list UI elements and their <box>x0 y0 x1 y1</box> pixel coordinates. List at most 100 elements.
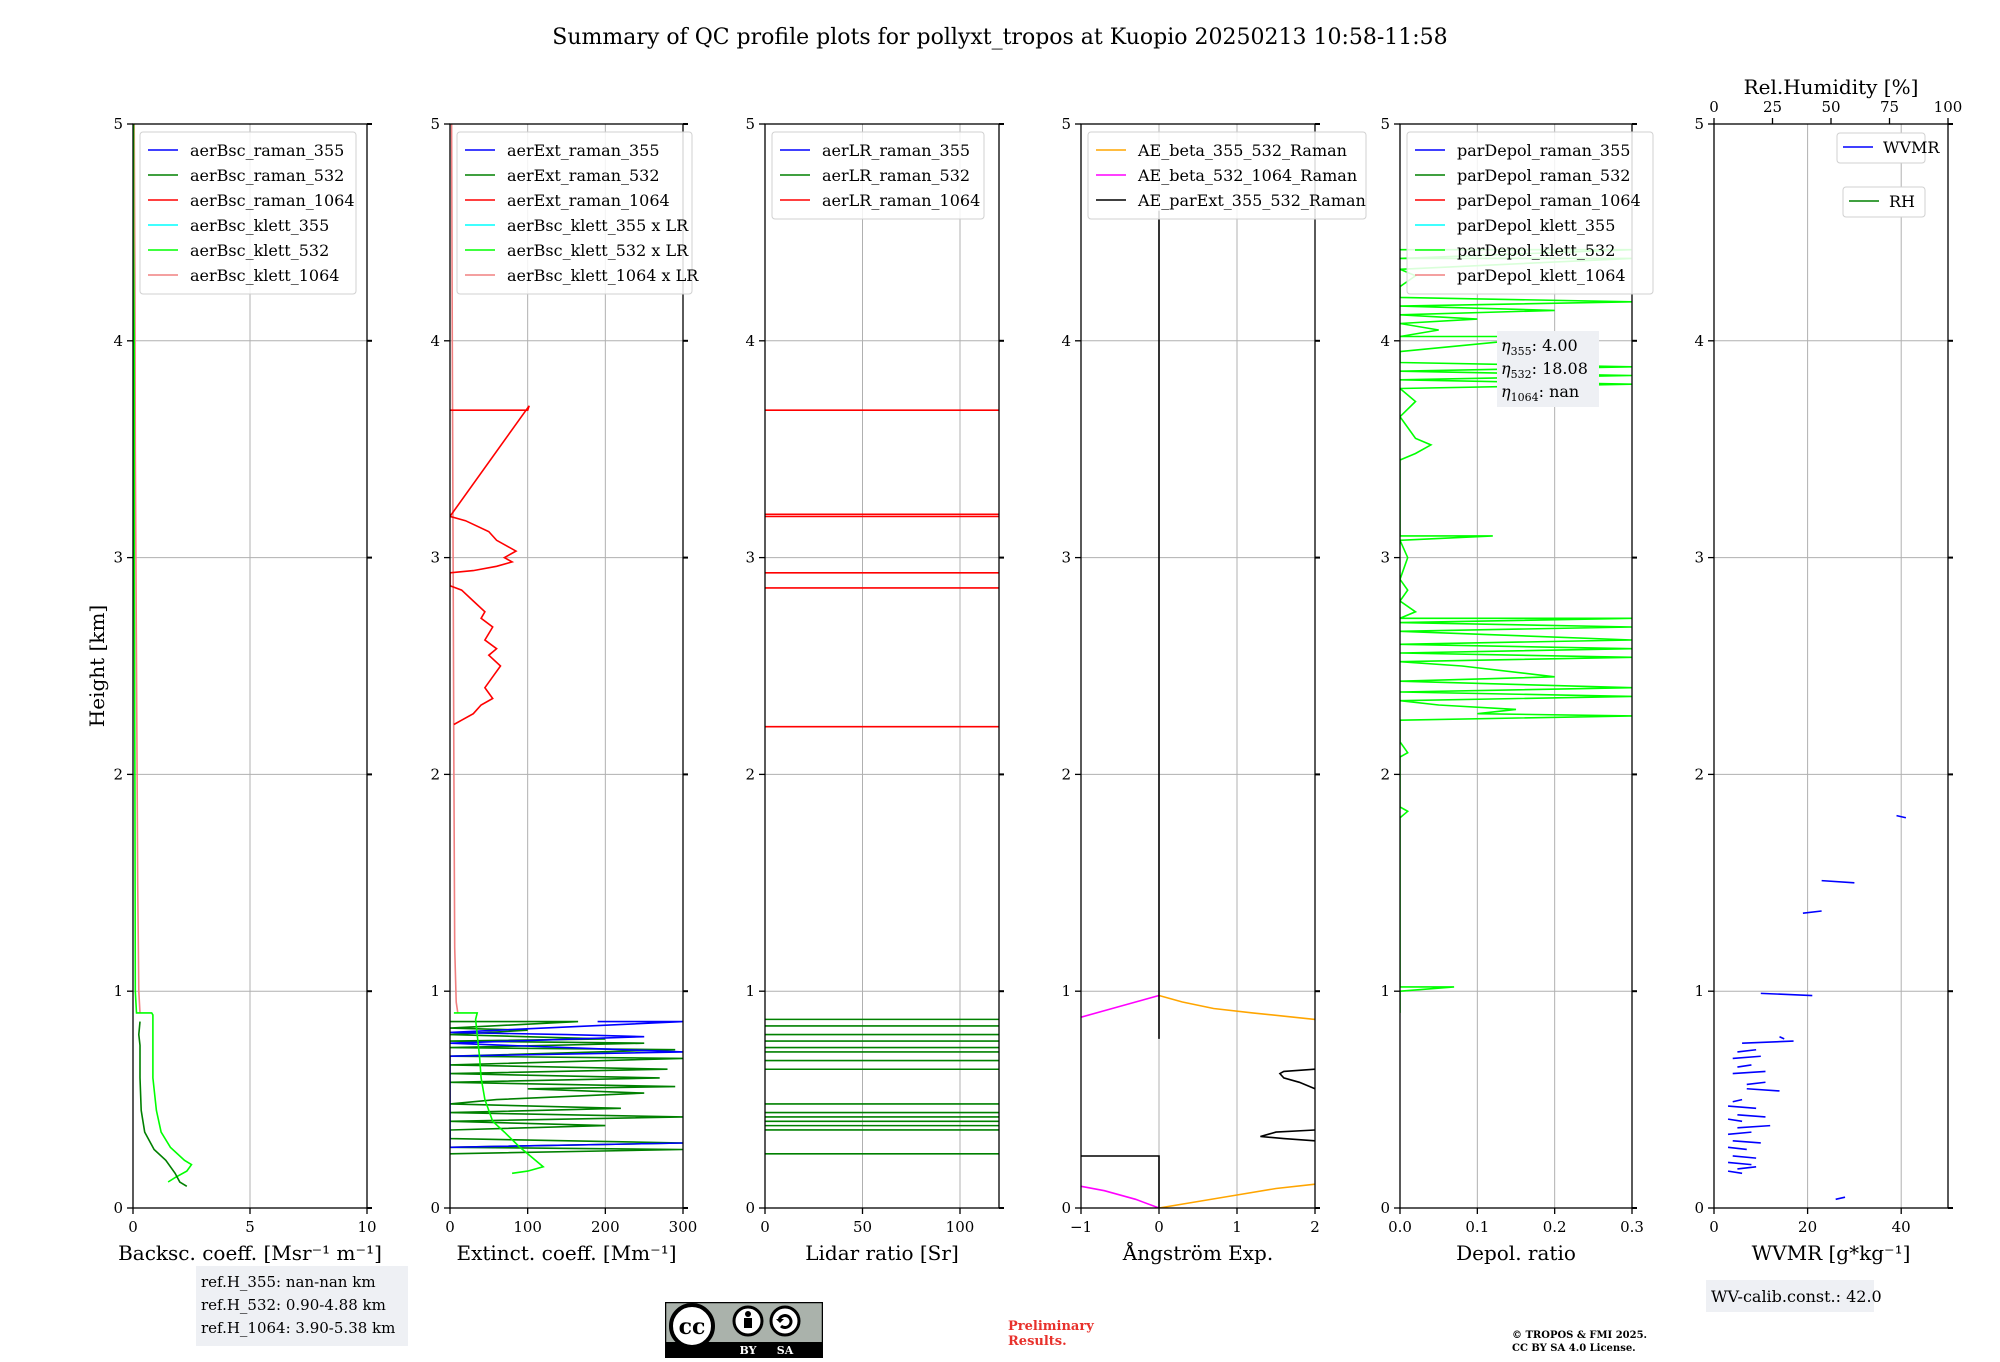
series-AE_beta_532_1064_Raman <box>1081 994 1160 1018</box>
x-tick-label: 50 <box>853 1218 872 1236</box>
legend-label: aerLR_raman_355 <box>822 141 970 160</box>
y-tick-label: 4 <box>1380 332 1390 350</box>
legend: aerLR_raman_355 aerLR_raman_532 aerLR_rama… <box>771 131 985 220</box>
y-axis-label: Height [km] <box>85 605 109 727</box>
series-WVMR <box>1821 879 1855 884</box>
legend-label: aerBsc_raman_532 <box>190 166 344 185</box>
cc-icon-text: cc <box>679 1314 706 1340</box>
legend-label: aerBsc_klett_1064 x LR <box>507 266 699 285</box>
axes-frame <box>764 123 1000 1209</box>
data-layer <box>133 124 193 1187</box>
x-tick-label: 200 <box>591 1218 620 1236</box>
y-tick-label: 5 <box>113 115 123 133</box>
x-tick-label: 2 <box>1310 1218 1320 1236</box>
y-tick-label: 1 <box>430 982 440 1000</box>
y-tick-label: 1 <box>1061 982 1071 1000</box>
panel-bsc: 0 5 10 0 1 2 3 4 5 Backsc. coeff. [Msr⁻¹ m⁻¹] aerB… <box>113 115 381 1265</box>
legend: AE_beta_355_532_Raman AE_beta_532_1064_Ra… <box>1087 131 1367 220</box>
legend-label: parDepol_klett_1064 <box>1457 266 1626 285</box>
series-parDepol_klett_532 <box>1400 248 1632 1013</box>
preliminary-label-2: Results. <box>1008 1334 1067 1349</box>
panel-lr: 0 50 100 0 1 2 3 4 5 Lidar ratio [Sr] aerLR_raman_… <box>745 115 1004 1265</box>
series-WVMR <box>1732 1055 1761 1060</box>
top-x-tick-label: 50 <box>1821 98 1840 116</box>
eta-line: η1064: nan <box>1501 382 1579 404</box>
x-tick-label: 300 <box>669 1218 698 1236</box>
share-alike-icon <box>769 1305 801 1337</box>
series-aerBsc_klett_1064 <box>133 124 141 1013</box>
legend-label: parDepol_raman_355 <box>1457 141 1630 160</box>
legend-label: AE_beta_532_1064_Raman <box>1137 166 1357 185</box>
top-x-tick-label: 75 <box>1880 98 1899 116</box>
y-tick-label: 3 <box>745 549 755 567</box>
legend-label: aerLR_raman_532 <box>822 166 970 185</box>
y-tick-label: 3 <box>113 549 123 567</box>
legend-label: aerBsc_raman_355 <box>190 141 344 160</box>
data-layer <box>1081 210 1315 1208</box>
y-tick-label: 2 <box>745 765 755 783</box>
series-AE_beta_355_532_Raman <box>1158 1183 1315 1208</box>
legend-box <box>456 131 693 295</box>
y-tick-label: 1 <box>113 982 123 1000</box>
legend: aerExt_raman_355 aerExt_raman_532 aerExt_r… <box>456 131 699 295</box>
legend-label: WVMR <box>1883 138 1940 157</box>
x-tick-label: 0.2 <box>1543 1218 1567 1236</box>
x-tick-label: 0 <box>445 1218 455 1236</box>
wv-calib-text: WV-calib.const.: 42.0 <box>1711 1287 1882 1306</box>
series-WVMR <box>1732 1070 1766 1075</box>
x-tick-label: 100 <box>513 1218 542 1236</box>
top-x-tick-label: 0 <box>1709 98 1719 116</box>
series-AE_beta_532_1064_Raman <box>1081 1185 1160 1208</box>
x-tick-label: 10 <box>357 1218 376 1236</box>
x-tick-label: 1 <box>1232 1218 1242 1236</box>
series-WVMR <box>1727 1146 1747 1151</box>
cc-icon <box>669 1303 715 1349</box>
series-WVMR <box>1746 1087 1780 1092</box>
series-WVMR <box>1737 1124 1771 1129</box>
y-tick-label: 0 <box>1694 1199 1704 1217</box>
legend-box <box>1087 131 1367 220</box>
eta-line: η532: 18.08 <box>1501 359 1588 381</box>
data-layer <box>450 124 683 1175</box>
y-tick-label: 4 <box>1694 332 1704 350</box>
x-tick-label: 0 <box>1709 1218 1719 1236</box>
series-WVMR <box>1727 1118 1743 1123</box>
legend-box <box>771 131 985 220</box>
legend-box <box>1406 131 1654 295</box>
license-line: CC BY SA 4.0 License. <box>1512 1343 1636 1354</box>
axes-frame <box>1713 123 1949 1209</box>
wv-calib-bg <box>1706 1280 1874 1312</box>
y-tick-label: 5 <box>1380 115 1390 133</box>
series-WVMR <box>1779 1036 1785 1040</box>
x-tick-label: 0.3 <box>1620 1218 1644 1236</box>
legend-label: parDepol_klett_532 <box>1457 241 1615 260</box>
series-aerExt_raman_355 <box>450 1020 683 1149</box>
y-tick-label: 3 <box>1380 549 1390 567</box>
top-x-tick-label: 25 <box>1763 98 1782 116</box>
preliminary-label: Preliminary <box>1008 1319 1094 1334</box>
legend-label: AE_parExt_355_532_Raman <box>1137 191 1366 210</box>
legend: parDepol_raman_355 parDepol_raman_532 parD… <box>1406 131 1654 295</box>
series-aerExt_raman_1064 <box>450 405 530 726</box>
series-aerBsc_klett_532 x LR <box>453 1012 545 1175</box>
legend-label: aerExt_raman_1064 <box>507 191 670 210</box>
y-tick-label: 0 <box>1061 1199 1071 1217</box>
series-WVMR <box>1732 1139 1761 1144</box>
series-WVMR <box>1732 1155 1757 1159</box>
y-tick-label: 0 <box>430 1199 440 1217</box>
x-tick-label: 0.0 <box>1388 1218 1412 1236</box>
series-WVMR <box>1737 1166 1757 1170</box>
series-WVMR <box>1737 1064 1752 1068</box>
y-tick-label: 3 <box>1061 549 1071 567</box>
y-tick-label: 1 <box>745 982 755 1000</box>
axes-frame <box>449 123 684 1209</box>
axes-frame <box>1399 123 1633 1209</box>
y-tick-label: 0 <box>745 1199 755 1217</box>
series-WVMR <box>1746 1081 1766 1086</box>
y-tick-label: 5 <box>745 115 755 133</box>
cc-license-badge: cc BY SA <box>664 1301 824 1359</box>
series-WVMR <box>1802 910 1822 914</box>
ref-height-355: ref.H_355: nan-nan km <box>201 1273 376 1291</box>
legend-label: aerBsc_klett_532 <box>190 241 329 260</box>
